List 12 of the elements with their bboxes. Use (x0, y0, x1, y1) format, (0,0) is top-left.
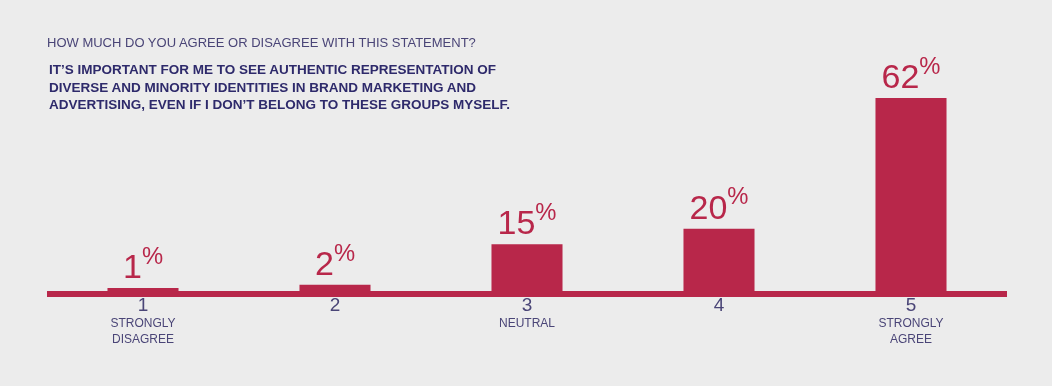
data-label: 20$^{%}$ (689, 182, 749, 226)
data-label: 15$^{%}$ (497, 198, 557, 242)
x-tick-label: 2 (329, 294, 341, 316)
x-tick-label: 5 STRONGLY AGREE (878, 294, 944, 346)
data-label: 62$^{%}$ (881, 51, 941, 95)
data-label: 2$^{%}$ (314, 238, 356, 282)
data-label: 1$^{%}$ (122, 241, 164, 285)
chart-title: HOW MUCH DO YOU AGREE OR DISAGREE WITH THIS STATEMENT? (47, 34, 476, 50)
x-tick-label: 3 NEUTRAL (498, 294, 556, 330)
x-tick-label: 1 STRONGLY DISAGREE (110, 294, 176, 346)
x-tick-label: 4 (713, 294, 725, 316)
chart-subtitle: IT’S IMPORTANT FOR ME TO SEE AUTHENTIC REPRESENTATION OF DIVERSE AND MINORITY IDENTITIES IN BRAND MARKETING AND ADVERTISING, EVEN IF I DON’T BELONG TO THESE GROUPS MYSELF. (49, 62, 511, 113)
